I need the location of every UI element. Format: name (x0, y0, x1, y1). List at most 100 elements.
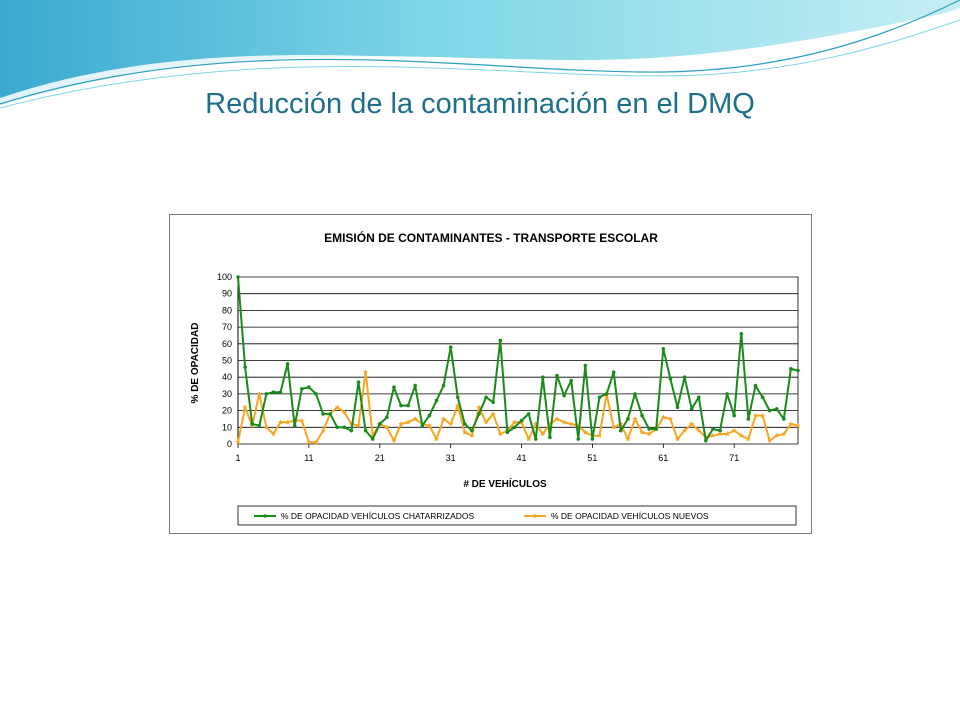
data-point (555, 373, 559, 378)
legend-marker (532, 513, 538, 519)
data-point (469, 432, 475, 438)
data-point (647, 427, 651, 431)
data-point (731, 427, 737, 433)
data-point (639, 429, 645, 435)
data-point (313, 439, 319, 445)
data-point (441, 383, 446, 388)
y-tick-label: 40 (222, 372, 232, 382)
data-point (299, 387, 304, 391)
data-point (711, 427, 715, 431)
data-point (548, 435, 552, 440)
data-point (349, 428, 354, 433)
data-point (271, 390, 276, 395)
data-point (370, 437, 375, 441)
chart-title: EMISIÓN DE CONTAMINANTES - TRANSPORTE ES… (324, 230, 658, 245)
data-point (484, 395, 488, 400)
data-point (781, 431, 787, 437)
data-point (470, 428, 474, 433)
data-point (583, 363, 588, 368)
data-point (640, 413, 644, 418)
data-point (292, 423, 297, 428)
data-point (356, 380, 361, 385)
data-point (682, 375, 687, 379)
data-point (746, 417, 751, 421)
y-tick-label: 60 (222, 339, 232, 349)
data-point (696, 427, 702, 433)
series-0 (236, 275, 800, 443)
data-point (759, 412, 766, 418)
data-point (491, 400, 495, 405)
data-point (739, 331, 744, 336)
data-point (463, 422, 467, 426)
legend-box (237, 505, 797, 526)
data-point (633, 392, 637, 396)
x-tick-labels: 1 11 21 31 41 51 61 71 (235, 453, 739, 463)
data-point (285, 362, 290, 366)
y-tick-label: 80 (222, 305, 232, 315)
chart-legend: % DE OPACIDAD VEHÍCULOS CHATARRIZADOS % D… (237, 505, 797, 526)
data-point (767, 437, 773, 443)
x-tick-label: 61 (658, 453, 668, 463)
data-point (760, 395, 765, 400)
data-point (391, 437, 397, 443)
legend-label: % DE OPACIDAD VEHÍCULOS NUEVOS (551, 511, 709, 521)
y-tick-label: 30 (222, 389, 232, 399)
data-point (668, 377, 673, 381)
data-point (632, 416, 638, 422)
data-point (377, 422, 382, 426)
chart-container: EMISIÓN DE CONTAMINANTES - TRANSPORTE ES… (169, 214, 812, 534)
data-point (264, 392, 269, 396)
data-point (362, 369, 369, 375)
data-point (625, 436, 631, 442)
data-point (462, 429, 468, 435)
data-point (385, 415, 389, 420)
data-point (321, 412, 325, 416)
data-point (725, 392, 729, 396)
x-tick-label: 51 (587, 453, 597, 463)
legend-label: % DE OPACIDAD VEHÍCULOS CHATARRIZADOS (281, 511, 474, 521)
data-point (675, 405, 680, 410)
series-line-0 (237, 276, 799, 442)
data-point (789, 367, 793, 371)
data-point (406, 403, 410, 408)
data-point (717, 431, 723, 437)
data-point (243, 365, 247, 369)
data-point (724, 431, 730, 437)
data-point (732, 413, 737, 418)
y-tick-labels: 0 10 20 30 40 50 60 70 80 90 100 (217, 272, 232, 449)
data-point (250, 422, 254, 426)
data-point (568, 421, 574, 427)
data-point (661, 347, 666, 351)
y-tick-label: 100 (217, 272, 232, 282)
data-point (696, 395, 701, 400)
data-point (235, 439, 241, 445)
legend-item-1: % DE OPACIDAD VEHÍCULOS NUEVOS (524, 511, 709, 521)
data-point (399, 403, 403, 408)
data-point (718, 428, 722, 433)
data-point (440, 416, 447, 422)
x-tick-label: 21 (375, 453, 385, 463)
data-point (611, 370, 616, 374)
data-point (710, 432, 716, 438)
data-point (398, 421, 404, 427)
data-point (590, 437, 595, 441)
data-point (796, 368, 800, 373)
data-point (576, 437, 581, 441)
data-point (788, 421, 794, 427)
data-point (263, 424, 269, 430)
x-tick-label: 11 (304, 453, 313, 463)
data-point (257, 423, 262, 428)
x-tick-label: 41 (517, 453, 527, 463)
data-point (277, 419, 284, 425)
data-point (270, 431, 277, 437)
data-point (774, 432, 780, 438)
data-point (540, 431, 546, 437)
x-tick-label: 31 (446, 453, 456, 463)
data-point (342, 425, 347, 430)
data-point (455, 402, 461, 408)
data-point (660, 414, 666, 420)
data-point (434, 398, 439, 403)
data-point (455, 395, 460, 400)
data-point (626, 417, 630, 421)
data-point (604, 392, 609, 396)
